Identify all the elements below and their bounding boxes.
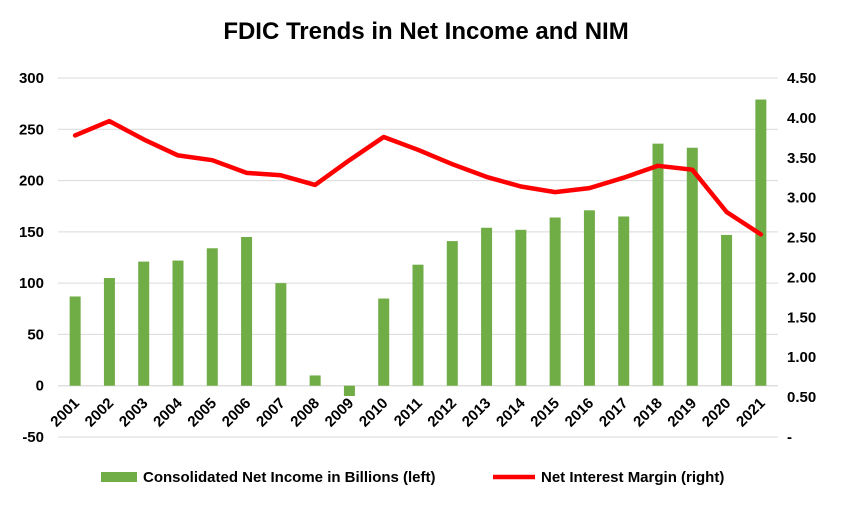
line-series bbox=[72, 118, 764, 237]
chart-title: FDIC Trends in Net Income and NIM bbox=[223, 18, 629, 45]
right-tick-label: 1.00 bbox=[787, 349, 816, 366]
x-tick-label: 2021 bbox=[733, 395, 769, 431]
bar-series bbox=[69, 99, 767, 396]
right-tick-label: 1.50 bbox=[787, 309, 816, 326]
bar bbox=[583, 210, 595, 386]
left-tick-label: 0 bbox=[36, 378, 44, 395]
bar bbox=[103, 278, 115, 386]
bar bbox=[618, 216, 630, 386]
right-tick-label: 3.50 bbox=[787, 150, 816, 167]
right-tick-label: 4.00 bbox=[787, 110, 816, 127]
x-tick-label: 2018 bbox=[630, 395, 666, 431]
x-tick-label: 2013 bbox=[459, 395, 495, 431]
bar bbox=[69, 296, 81, 386]
x-tick-label: 2003 bbox=[116, 395, 152, 431]
x-tick-label: 2006 bbox=[219, 395, 255, 431]
bar bbox=[412, 264, 424, 386]
legend-label-bar: Consolidated Net Income in Billions (lef… bbox=[143, 469, 436, 486]
x-tick-label: 2011 bbox=[391, 395, 426, 430]
x-tick-label: 2001 bbox=[47, 395, 83, 431]
x-tick-label: 2010 bbox=[356, 395, 392, 431]
bar bbox=[309, 375, 321, 386]
right-tick-label: 2.50 bbox=[787, 230, 816, 247]
right-tick-label: 3.00 bbox=[787, 190, 816, 207]
x-tick-label: 2002 bbox=[82, 395, 118, 431]
x-tick-label: 2004 bbox=[150, 394, 186, 430]
bar bbox=[652, 143, 664, 386]
left-tick-label: 250 bbox=[19, 121, 44, 138]
x-tick-label: 2005 bbox=[184, 395, 220, 431]
legend-swatch-bar bbox=[101, 472, 137, 482]
bar bbox=[206, 248, 218, 386]
left-tick-label: 150 bbox=[19, 224, 44, 241]
bar bbox=[686, 147, 698, 386]
bar bbox=[515, 229, 527, 386]
left-tick-label: 100 bbox=[19, 275, 44, 292]
left-axis: -50 0 50 100 150 200 250 300 bbox=[19, 70, 44, 446]
bar bbox=[721, 234, 733, 386]
x-tick-label: 2012 bbox=[424, 395, 460, 431]
bar bbox=[755, 99, 767, 386]
bar bbox=[378, 298, 390, 386]
x-axis: 2001200220032004200520062007200820092010… bbox=[47, 394, 768, 430]
legend: Consolidated Net Income in Billions (lef… bbox=[101, 469, 724, 486]
left-tick-label: 200 bbox=[19, 173, 44, 190]
left-tick-label: 50 bbox=[27, 326, 44, 343]
x-tick-label: 2009 bbox=[322, 395, 358, 431]
right-tick-label: 4.50 bbox=[787, 70, 816, 87]
bar bbox=[172, 260, 184, 386]
x-tick-label: 2019 bbox=[664, 395, 700, 431]
x-tick-label: 2014 bbox=[493, 394, 529, 430]
bar bbox=[446, 241, 458, 386]
x-tick-label: 2016 bbox=[562, 395, 598, 431]
right-tick-label: 2.00 bbox=[787, 269, 816, 286]
legend-label-line: Net Interest Margin (right) bbox=[541, 469, 724, 486]
x-tick-label: 2015 bbox=[527, 395, 563, 431]
x-tick-label: 2007 bbox=[253, 395, 289, 431]
right-tick-label: - bbox=[787, 429, 792, 446]
left-tick-label: 300 bbox=[19, 70, 44, 87]
left-tick-label: -50 bbox=[22, 429, 44, 446]
bar bbox=[275, 283, 287, 386]
x-tick-label: 2017 bbox=[596, 395, 632, 431]
x-tick-label: 2020 bbox=[699, 395, 735, 431]
bar bbox=[138, 261, 150, 386]
bar bbox=[241, 236, 253, 386]
right-tick-label: 0.50 bbox=[787, 389, 816, 406]
bar bbox=[481, 227, 493, 386]
bar bbox=[343, 385, 355, 396]
right-axis: - 0.50 1.00 1.50 2.00 2.50 3.00 3.50 4.00 4.50 bbox=[787, 70, 816, 446]
x-tick-label: 2008 bbox=[287, 395, 323, 431]
bar bbox=[549, 217, 561, 386]
